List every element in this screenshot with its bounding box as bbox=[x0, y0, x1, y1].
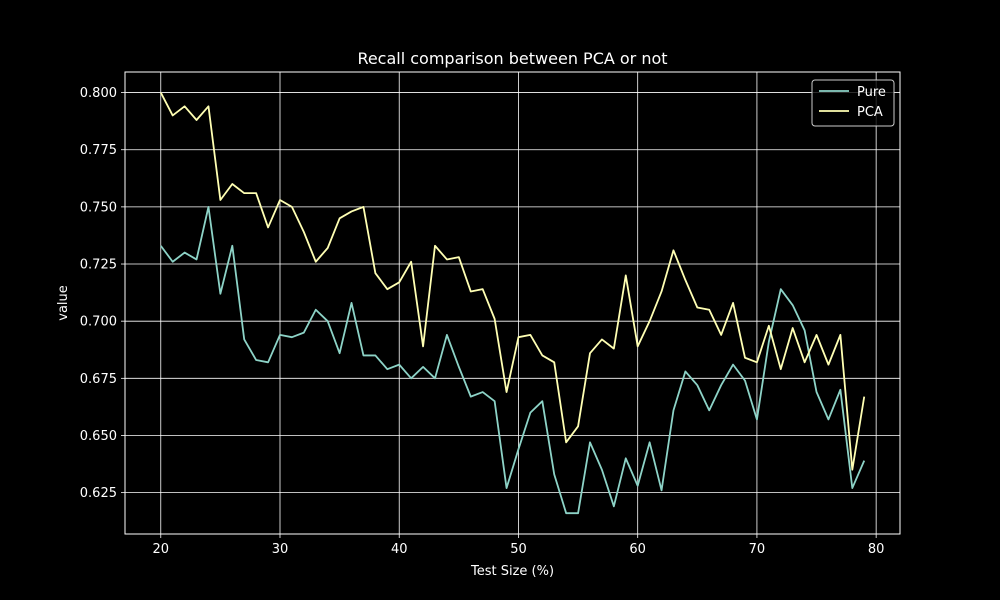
grid-lines bbox=[125, 72, 900, 534]
y-axis-label: value bbox=[56, 285, 71, 321]
y-tick-label: 0.675 bbox=[80, 372, 117, 387]
y-tick-label: 0.775 bbox=[80, 143, 117, 158]
y-tick-label: 0.625 bbox=[80, 486, 117, 501]
x-tick-label: 40 bbox=[391, 542, 408, 557]
x-tick-label: 70 bbox=[749, 542, 766, 557]
x-axis-label: Test Size (%) bbox=[470, 564, 554, 579]
y-tick-label: 0.725 bbox=[80, 258, 117, 273]
series-lines bbox=[159, 92, 866, 515]
legend-label-pure: Pure bbox=[857, 85, 886, 100]
x-tick-label: 60 bbox=[629, 542, 646, 557]
x-tick-label: 80 bbox=[868, 542, 885, 557]
series-line-pure bbox=[160, 205, 866, 515]
legend-label-pca: PCA bbox=[857, 105, 883, 120]
x-tick-label: 20 bbox=[152, 542, 169, 557]
y-tick-label: 0.750 bbox=[80, 200, 117, 215]
x-tick-label: 30 bbox=[272, 542, 289, 557]
series-line-pca bbox=[159, 92, 866, 471]
chart-title: Recall comparison between PCA or not bbox=[357, 49, 667, 68]
legend: Pure PCA bbox=[811, 79, 895, 127]
plot-area bbox=[125, 72, 900, 534]
y-tick-label: 0.700 bbox=[80, 315, 117, 330]
y-tick-label: 0.800 bbox=[80, 86, 117, 101]
plot-frame bbox=[124, 71, 901, 535]
y-tick-label: 0.650 bbox=[80, 429, 117, 444]
x-tick-label: 50 bbox=[510, 542, 527, 557]
axis-ticks: 20 30 40 50 60 70 80 0.625 0.650 0.675 0.700 0.725 0… bbox=[80, 86, 885, 557]
